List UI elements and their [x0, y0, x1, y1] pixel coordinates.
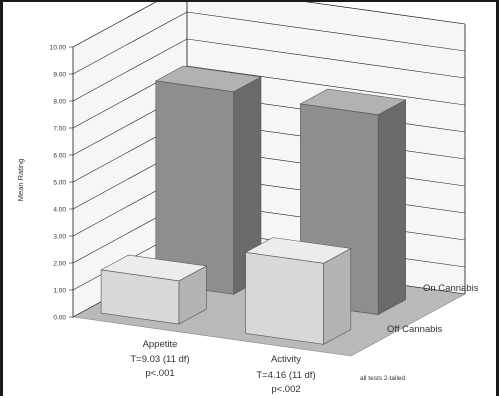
bar-on-cannabis-appetite: [154, 65, 262, 295]
grid-line-left: [72, 11, 188, 75]
category-label-activity: Activity: [271, 354, 301, 365]
category-stat-appetite-p: p<.001: [145, 368, 174, 379]
grid-line-back: [186, 11, 466, 52]
grid-line-back: [186, 65, 466, 106]
footnote: all tests 2-tailed: [360, 375, 406, 382]
y-tick-label: 10.00: [50, 44, 67, 51]
y-tick-label: 3.00: [53, 233, 66, 240]
category-stat-activity-t: T=4.16 (11 df): [256, 370, 315, 381]
grid-line-left: [72, 38, 188, 102]
grid-line-back: [186, 38, 466, 79]
y-tick-label: 8.00: [53, 98, 66, 105]
series-label-on-cannabis: On Cannabis: [423, 283, 479, 294]
y-tick-label: 7.00: [53, 125, 66, 132]
bar-side: [377, 99, 406, 316]
y-tick-label: 9.00: [53, 71, 66, 78]
y-tick-label: 0.00: [53, 314, 66, 321]
grid-line-back: [306, 2, 466, 25]
bar-front: [100, 269, 180, 325]
bar-chart-3d: 0.00 1.00 2.00 3.00 4.00 5.00 6.00 7.00 8.00 9.00…: [16, 2, 479, 395]
y-tick-label: 1.00: [53, 287, 66, 294]
y-tick-label: 6.00: [53, 152, 66, 159]
series-label-off-cannabis: Off Cannabis: [387, 324, 443, 335]
bar-side: [323, 247, 352, 345]
y-tick-label: 2.00: [53, 260, 66, 267]
bar-front: [245, 252, 324, 345]
bar-off-cannabis-activity: [244, 237, 352, 345]
y-axis-ticks: 0.00 1.00 2.00 3.00 4.00 5.00 6.00 7.00 8.00 9.00…: [50, 44, 73, 321]
y-tick-label: 4.00: [53, 206, 66, 213]
category-stat-appetite-t: T=9.03 (11 df): [130, 354, 189, 365]
bars: [100, 65, 407, 345]
grid-line-left: [72, 2, 157, 48]
y-axis-label: Mean Rating: [16, 159, 25, 202]
category-stat-activity-p: p<.002: [271, 384, 300, 395]
bar-front: [155, 80, 234, 295]
y-tick-label: 5.00: [53, 179, 66, 186]
category-label-appetite: Appetite: [143, 339, 178, 350]
bar-off-cannabis-appetite: [100, 254, 208, 325]
